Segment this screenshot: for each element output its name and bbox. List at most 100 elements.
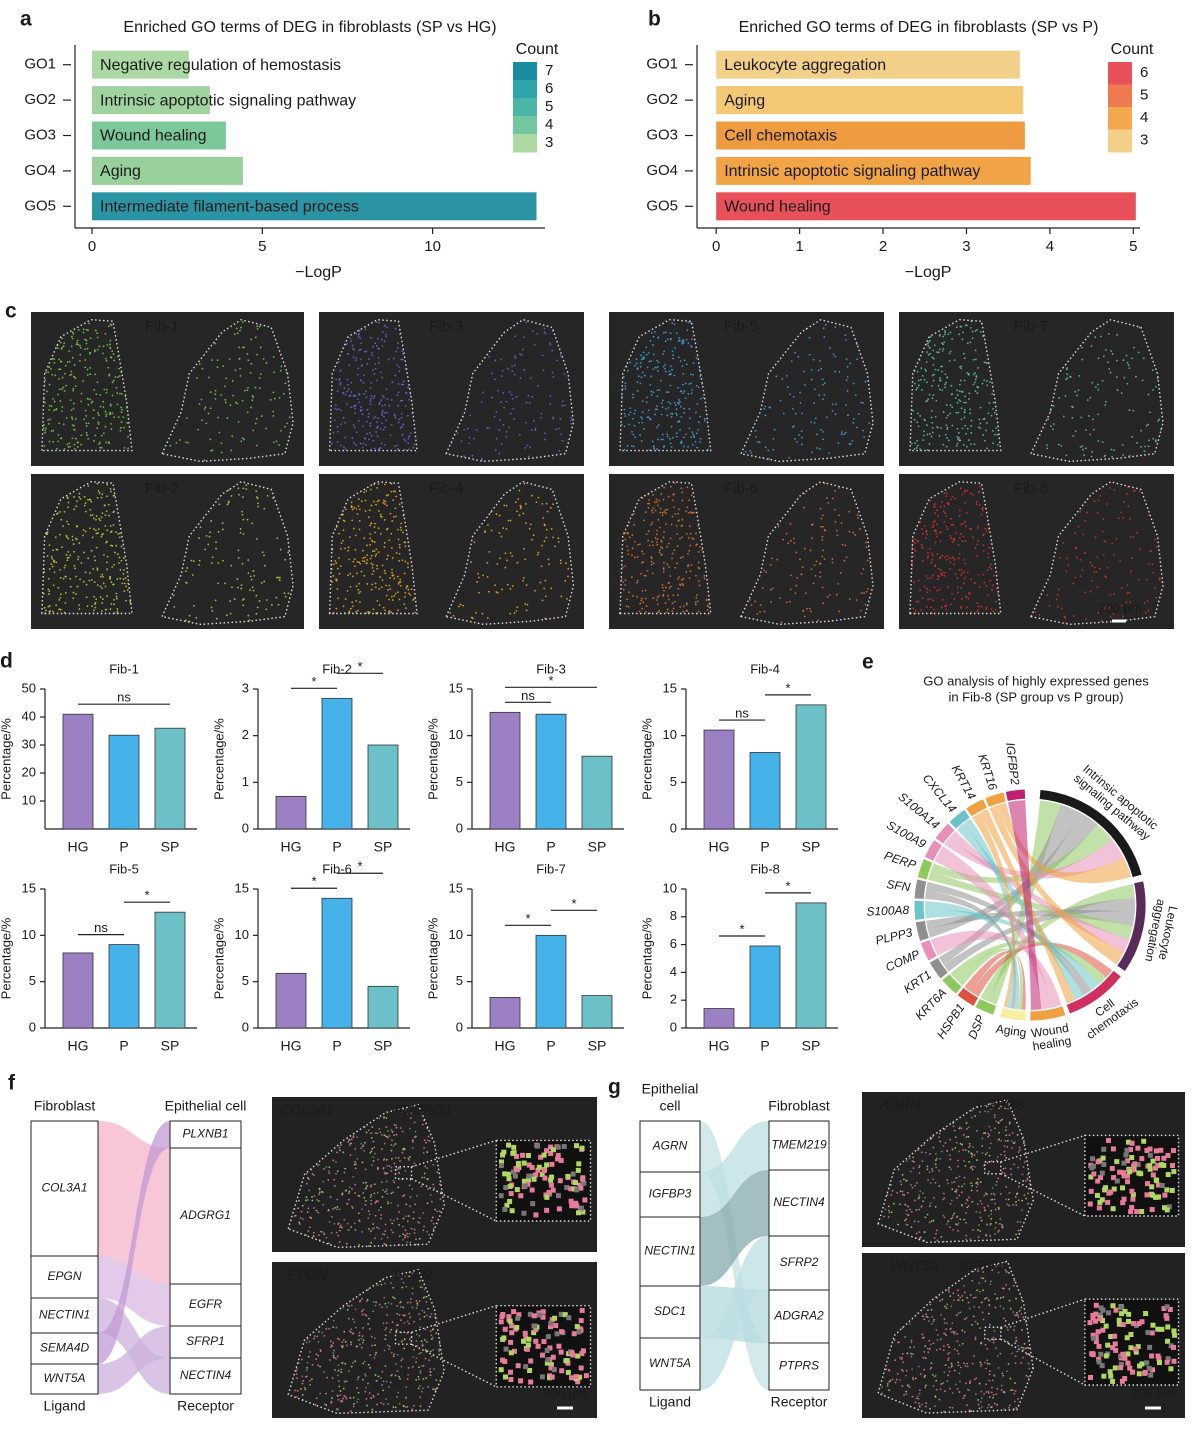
cell-dot (544, 438, 546, 441)
cell-dot (214, 393, 217, 396)
zoom-cell (523, 1335, 529, 1341)
cell-dot (917, 1149, 920, 1152)
cell-dot (502, 423, 505, 426)
cell-dot (408, 398, 411, 401)
cell-dot (638, 610, 641, 613)
cell-dot (808, 607, 811, 610)
cell-dot (1081, 358, 1084, 361)
cell-dot (185, 570, 187, 573)
cell-dot (759, 604, 762, 607)
cell-dot (358, 1244, 361, 1246)
cell-dot (286, 422, 289, 425)
cell-dot (316, 1198, 318, 1201)
cell-dot (667, 391, 670, 394)
x-tick-label: SP (588, 839, 607, 855)
cell-dot (958, 1194, 961, 1197)
cell-dot (95, 546, 98, 549)
y-tick-label: 2 (670, 992, 677, 1007)
zoom-cell (574, 1187, 580, 1193)
cell-dot (395, 444, 398, 447)
cell-dot (64, 575, 67, 578)
cell-dot (932, 349, 935, 352)
cell-dot (430, 1313, 433, 1315)
cell-dot (394, 592, 397, 595)
cell-dot (218, 431, 221, 434)
cell-dot (975, 1159, 978, 1161)
cell-dot (75, 505, 78, 508)
cell-dot (350, 340, 352, 342)
cell-dot (956, 401, 959, 404)
cell-dot (570, 419, 572, 422)
cell-dot (299, 1223, 301, 1225)
cell-dot (228, 489, 230, 491)
zoom-cell (501, 1149, 507, 1155)
cell-dot (948, 1166, 951, 1169)
cell-dot (79, 353, 82, 356)
cell-dot (127, 447, 130, 450)
cell-dot (509, 552, 512, 554)
cell-dot (533, 343, 536, 346)
cell-dot (923, 378, 926, 381)
cell-dot (944, 386, 946, 389)
cell-dot (897, 1168, 900, 1171)
cell-dot (1007, 1198, 1010, 1201)
cell-dot (355, 610, 357, 613)
cell-dot (493, 378, 496, 381)
cell-dot (488, 355, 490, 358)
cell-dot (373, 1183, 376, 1186)
cell-dot (95, 515, 98, 517)
cell-dot (86, 347, 89, 350)
cell-dot (934, 1181, 937, 1184)
cell-dot (963, 490, 966, 493)
cell-dot (80, 434, 83, 437)
cell-dot (391, 381, 394, 384)
cell-dot (347, 353, 350, 355)
cell-dot (404, 1406, 407, 1408)
cell-dot (118, 536, 121, 539)
cell-dot (541, 354, 544, 357)
cell-dot (955, 445, 958, 447)
cell-dot (963, 357, 966, 360)
y-tick-label: 0 (456, 820, 463, 835)
cell-dot (430, 1219, 433, 1222)
cell-dot (670, 446, 673, 448)
cell-dot (550, 587, 553, 590)
cell-dot (822, 327, 825, 330)
cell-dot (933, 1237, 936, 1240)
cell-dot (495, 513, 498, 515)
cell-dot (919, 589, 921, 592)
cell-dot (337, 408, 340, 411)
cell-dot (300, 1210, 303, 1213)
cell-dot (400, 1359, 403, 1362)
cell-dot (82, 380, 85, 382)
cell-dot (563, 404, 566, 407)
cell-dot (980, 1202, 983, 1205)
cell-dot (70, 370, 73, 373)
cell-dot (674, 567, 677, 569)
cell-dot (323, 1232, 326, 1235)
cell-dot (63, 566, 66, 569)
cell-dot (950, 498, 952, 501)
cell-dot (409, 1127, 411, 1130)
cell-dot (964, 562, 967, 565)
cell-dot (1101, 441, 1104, 444)
cell-dot (376, 1226, 378, 1229)
cell-dot (336, 567, 339, 570)
cell-dot (311, 1199, 314, 1202)
cell-dot (997, 1206, 1000, 1209)
tissue-outline (909, 318, 1002, 452)
cell-dot (350, 1205, 353, 1208)
cell-dot (400, 522, 402, 525)
cell-dot (374, 586, 377, 589)
cell-dot (342, 605, 345, 608)
cell-dot (1147, 445, 1150, 448)
cell-dot (395, 350, 398, 353)
cell-dot (318, 1193, 321, 1196)
cell-dot (979, 331, 982, 333)
cell-dot (364, 510, 367, 512)
cell-dot (952, 537, 955, 540)
cell-dot (678, 508, 680, 511)
cell-dot (392, 1179, 395, 1182)
node-label: PLXNB1 (182, 1127, 228, 1141)
cell-dot (792, 395, 795, 398)
